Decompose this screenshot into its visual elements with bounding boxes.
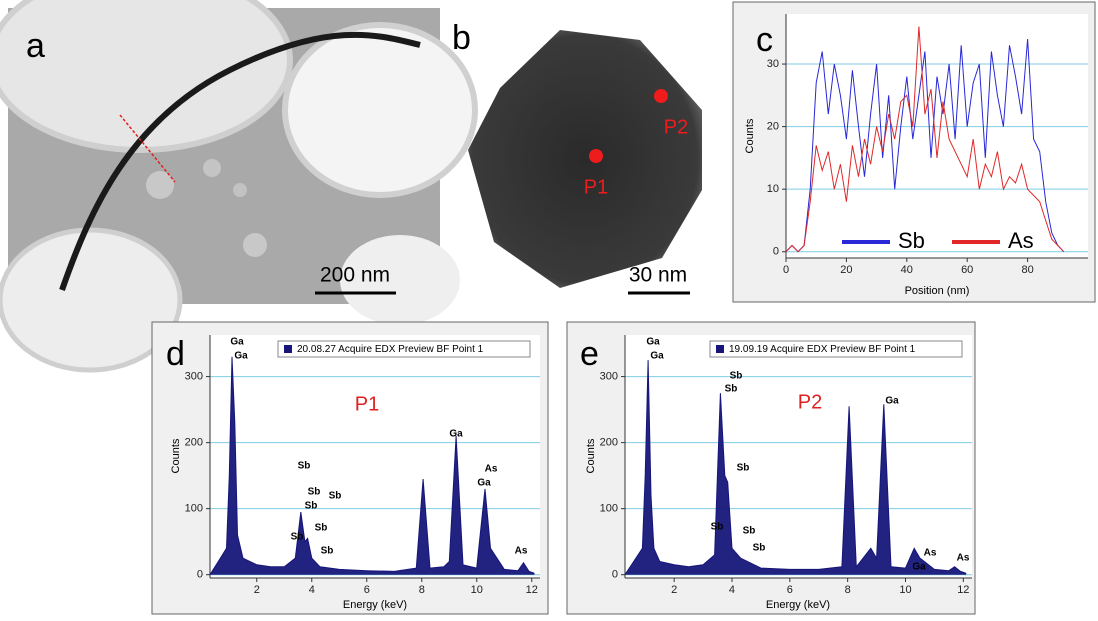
- x-tick-label: 6: [364, 584, 370, 596]
- plot-area: [786, 14, 1088, 258]
- x-tick-label: 40: [901, 264, 913, 276]
- y-axis-label: Counts: [744, 118, 756, 153]
- peak-annotation: Sb: [308, 487, 321, 498]
- legend-box: [277, 340, 531, 358]
- peak-annotation: Ga: [650, 351, 664, 362]
- peak-annotation: Sb: [321, 546, 334, 557]
- peak-annotation: Sb: [753, 543, 766, 554]
- y-tick-label: 100: [185, 503, 203, 515]
- peak-annotation: Sb: [291, 532, 304, 543]
- x-tick-label: 8: [419, 584, 425, 596]
- y-tick-label: 0: [773, 246, 779, 258]
- spectrum-line: [624, 360, 967, 575]
- peak-annotation: Ga: [449, 429, 463, 440]
- plot-area: [210, 335, 540, 578]
- peak-annotation: As: [485, 464, 498, 475]
- peak-annotation: As: [924, 548, 937, 559]
- chart-panel: 0 100 200 300 2 4 6 8 10 12 Energy (keV) Counts d Ga G…: [151, 321, 549, 615]
- panel-letter: c: [756, 21, 773, 59]
- panel-letter: b: [452, 19, 471, 57]
- panel-letter: a: [26, 27, 45, 65]
- peak-annotation: Sb: [743, 526, 756, 537]
- chart-panel: 0 10 20 30 0 20 40 60 80 Position (nm) Counts c Sb As: [732, 1, 1096, 303]
- x-tick-label: 2: [671, 584, 677, 596]
- scale-bar-label: 200 nm: [320, 264, 390, 287]
- legend-swatch: [284, 345, 292, 353]
- peak-annotation: Sb: [730, 371, 743, 382]
- peak-annotation: Sb: [305, 501, 318, 512]
- point-label: P1: [584, 176, 608, 198]
- legend-label: 19.09.19 Acquire EDX Preview BF Point 1: [729, 344, 916, 355]
- x-tick-label: 12: [526, 584, 538, 596]
- y-tick-label: 0: [197, 569, 203, 581]
- area-fill: [210, 356, 535, 575]
- x-tick-label: 2: [254, 584, 260, 596]
- y-tick-label: 100: [600, 503, 618, 515]
- y-tick-label: 200: [185, 437, 203, 449]
- peak-annotation: Sb: [737, 463, 750, 474]
- panel-letter: d: [166, 335, 185, 373]
- peak-annotation: Ga: [234, 351, 248, 362]
- legend-label: As: [1008, 228, 1034, 253]
- x-tick-label: 12: [957, 584, 969, 596]
- peak-annotation: Ga: [912, 562, 926, 573]
- y-axis-label: Counts: [585, 438, 597, 473]
- x-axis-label: Position (nm): [905, 285, 970, 297]
- micrograph-b: P1 P2 30 nm b: [452, 19, 702, 295]
- peak-annotation: Sb: [711, 522, 724, 533]
- scale-bar-label: 30 nm: [629, 264, 687, 287]
- peak-annotation: Sb: [725, 384, 738, 395]
- peak-annotation: Ga: [477, 478, 491, 489]
- panel-letter: e: [580, 335, 599, 373]
- series-line: [785, 38, 1065, 253]
- y-tick-label: 30: [767, 58, 779, 70]
- legend-label: 20.08.27 Acquire EDX Preview BF Point 1: [297, 344, 484, 355]
- peak-annotation: As: [515, 546, 528, 557]
- x-tick-label: 0: [783, 264, 789, 276]
- peak-annotation: Sb: [329, 491, 342, 502]
- spectrum-line: [209, 356, 535, 575]
- chart-panel: 0 100 200 300 2 4 6 8 10 12 Energy (keV) Counts e Ga G…: [566, 321, 976, 615]
- y-tick-label: 20: [767, 121, 779, 133]
- y-tick-label: 200: [600, 437, 618, 449]
- x-axis-label: Energy (keV): [343, 599, 407, 611]
- point-annotation: P2: [798, 391, 822, 413]
- plot-area: [625, 335, 972, 578]
- peak-annotation: Ga: [230, 337, 244, 348]
- legend-box: [709, 340, 963, 358]
- point-annotation: P1: [355, 393, 379, 415]
- area-fill: [625, 360, 967, 575]
- y-tick-label: 10: [767, 183, 779, 195]
- y-tick-label: 0: [612, 569, 618, 581]
- x-tick-label: 8: [845, 584, 851, 596]
- peak-annotation: Ga: [885, 396, 899, 407]
- micrograph-a: 200 nm a: [0, 0, 478, 373]
- x-tick-label: 10: [899, 584, 911, 596]
- peak-annotation: Sb: [315, 523, 328, 534]
- x-tick-label: 4: [729, 584, 735, 596]
- y-axis-label: Counts: [170, 438, 182, 473]
- peak-annotation: Sb: [298, 461, 311, 472]
- x-tick-label: 4: [309, 584, 315, 596]
- x-tick-label: 60: [961, 264, 973, 276]
- y-tick-label: 300: [600, 371, 618, 383]
- x-tick-label: 6: [787, 584, 793, 596]
- peak-annotation: As: [957, 553, 970, 564]
- x-tick-label: 80: [1021, 264, 1033, 276]
- legend-swatch: [716, 345, 724, 353]
- x-tick-label: 20: [840, 264, 852, 276]
- legend-label: Sb: [898, 228, 925, 253]
- x-axis-label: Energy (keV): [766, 599, 830, 611]
- peak-annotation: Ga: [646, 337, 660, 348]
- x-tick-label: 10: [471, 584, 483, 596]
- point-label: P2: [664, 116, 688, 138]
- series-line: [785, 26, 1065, 253]
- y-tick-label: 300: [185, 371, 203, 383]
